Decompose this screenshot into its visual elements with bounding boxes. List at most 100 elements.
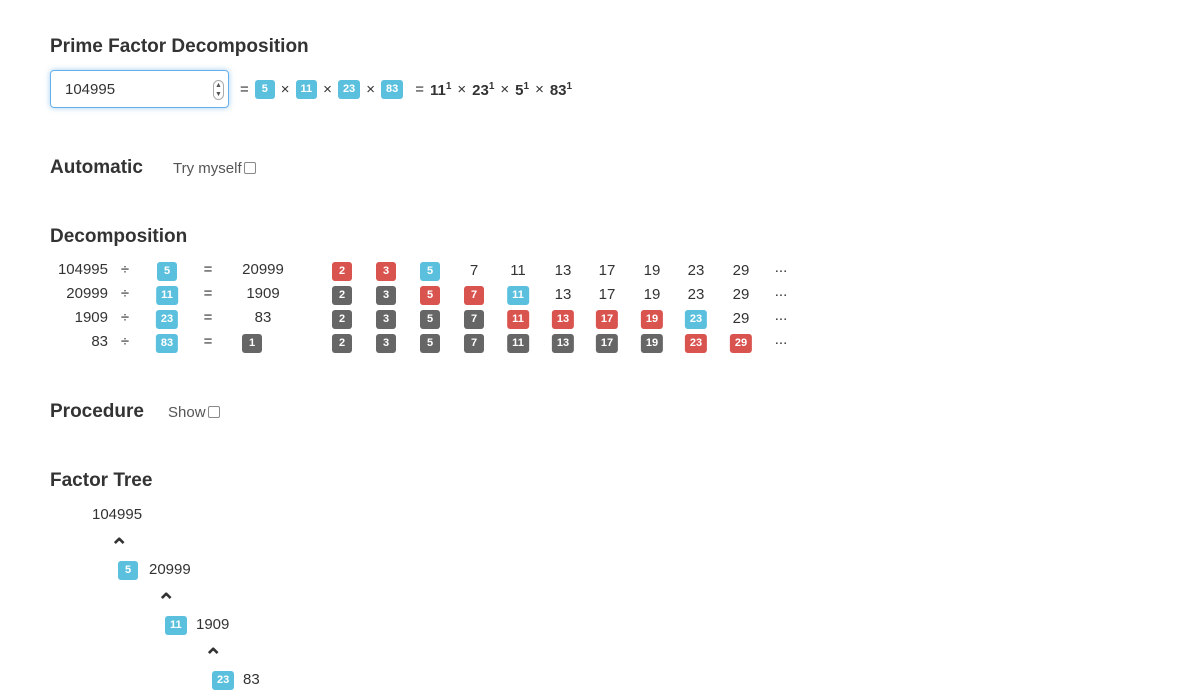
quotient: 20999 — [242, 261, 284, 278]
prime-gray: 13 — [551, 334, 575, 353]
number-input[interactable]: 104995 ▲ ▼ — [50, 70, 229, 108]
prime-red: 19 — [640, 310, 664, 329]
divisor-badge: 11 — [156, 285, 178, 305]
spinner-icon[interactable]: ▲ ▼ — [213, 80, 224, 100]
factor-tree-heading: Factor Tree — [50, 470, 153, 491]
prime-candidate: 13 — [553, 261, 573, 280]
times-sign: × — [280, 81, 290, 98]
prime-candidate: 7 — [464, 309, 484, 329]
tree-factor: 23 — [212, 670, 235, 690]
prime-gray: 2 — [332, 286, 352, 305]
prime-candidate: 13 — [551, 333, 575, 353]
divisor-badge: 5 — [157, 261, 177, 281]
prime-plain: 13 — [554, 262, 572, 279]
prime-candidate: 5 — [420, 261, 440, 281]
prime-candidate: 2 — [332, 285, 352, 305]
prime-candidate: 7 — [464, 285, 484, 305]
prime-candidate: 11 — [507, 333, 529, 353]
power-exponent: 1 — [523, 80, 530, 92]
prime-blue: 11 — [507, 286, 529, 305]
prime-plain: 29 — [732, 286, 750, 303]
divide-sign: ÷ — [120, 285, 130, 302]
prime-candidate: 13 — [551, 309, 575, 329]
prime-candidate: 29 — [731, 309, 751, 328]
quotient-value: 20999 — [242, 261, 284, 278]
factorization-result: = 5 × 11 × 23 × 83 = 111 × 231 × 51 × 831 — [240, 80, 572, 99]
prime-candidate: 19 — [640, 333, 664, 353]
prime-red: 11 — [507, 310, 529, 329]
prime-blue: 5 — [420, 262, 440, 281]
prime-plain: 23 — [687, 262, 705, 279]
prime-red: 3 — [376, 262, 396, 281]
prime-candidate: 13 — [553, 285, 573, 304]
divisor-badge-label: 11 — [156, 286, 178, 305]
prime-candidate: 2 — [332, 309, 352, 329]
prime-plain: 17 — [598, 262, 616, 279]
power-exponent: 1 — [488, 80, 495, 92]
divisor-badge-label: 5 — [157, 262, 177, 281]
divide-sign: ÷ — [120, 261, 130, 278]
prime-gray: 17 — [595, 334, 619, 353]
prime-candidate: 19 — [640, 309, 664, 329]
ellipsis: ... — [774, 283, 788, 300]
prime-candidate: 5 — [420, 309, 440, 329]
power-exponent: 1 — [445, 80, 452, 92]
quotient-value: 1909 — [246, 285, 280, 302]
power-base: 5 — [515, 81, 524, 99]
prime-plain: 23 — [687, 286, 705, 303]
times-sign: × — [500, 81, 510, 98]
power-term: 51 — [515, 81, 529, 99]
times-sign: × — [366, 81, 375, 98]
prime-candidate: 11 — [507, 309, 529, 329]
prime-candidate: 23 — [684, 333, 708, 353]
prime-plain: 13 — [554, 286, 572, 303]
power-base: 23 — [472, 81, 489, 99]
tree-factor-badge: 5 — [118, 561, 138, 580]
tree-factor: 5 — [118, 560, 138, 580]
try-myself-checkbox[interactable] — [243, 162, 256, 174]
prime-plain: 17 — [598, 286, 616, 303]
divisor-badge-label: 83 — [155, 334, 179, 353]
prime-candidate: 17 — [597, 261, 617, 280]
equals-sign: = — [415, 81, 424, 98]
prime-gray: 2 — [332, 310, 352, 329]
procedure-heading: Procedure — [50, 401, 144, 422]
prime-candidate: 19 — [642, 261, 662, 280]
prime-plain: 29 — [732, 262, 750, 279]
divisor-badge-label: 23 — [155, 310, 179, 329]
prime-gray: 2 — [332, 334, 352, 353]
prime-plain: 29 — [732, 310, 750, 327]
prime-candidate: 23 — [686, 285, 706, 304]
quotient-value: 83 — [254, 309, 272, 326]
quotient-value: 1 — [242, 334, 262, 353]
prime-red: 17 — [595, 310, 619, 329]
prime-gray: 7 — [464, 310, 484, 329]
procedure-show-toggle[interactable]: Show — [168, 404, 220, 421]
factor-badge: 11 — [295, 80, 318, 99]
prime-gray: 19 — [640, 334, 664, 353]
dividend: 104995 — [57, 261, 108, 278]
factor-badge: 23 — [337, 80, 361, 99]
try-myself-toggle[interactable]: Try myself — [173, 160, 256, 177]
equals-sign: = — [203, 285, 213, 302]
prime-gray: 3 — [376, 310, 396, 329]
equals-sign: = — [203, 309, 213, 326]
prime-candidate: 3 — [376, 309, 396, 329]
prime-candidate: 29 — [731, 285, 751, 304]
prime-red: 13 — [551, 310, 575, 329]
equals-sign: = — [203, 333, 213, 350]
quotient: 83 — [255, 309, 272, 326]
divide-sign: ÷ — [120, 309, 130, 326]
prime-candidate: 17 — [595, 309, 619, 329]
prime-candidate: 2 — [332, 333, 352, 353]
prime-candidate: 23 — [684, 309, 708, 329]
prime-gray: 3 — [376, 286, 396, 305]
equals-sign: = — [240, 81, 249, 98]
prime-candidate: 11 — [507, 285, 529, 305]
power-base: 83 — [549, 81, 567, 99]
tree-value: 83 — [243, 671, 260, 688]
prime-red: 23 — [684, 334, 708, 353]
tree-factor-badge: 11 — [165, 616, 187, 635]
factor-badge: 83 — [380, 80, 404, 99]
show-checkbox[interactable] — [207, 406, 220, 418]
